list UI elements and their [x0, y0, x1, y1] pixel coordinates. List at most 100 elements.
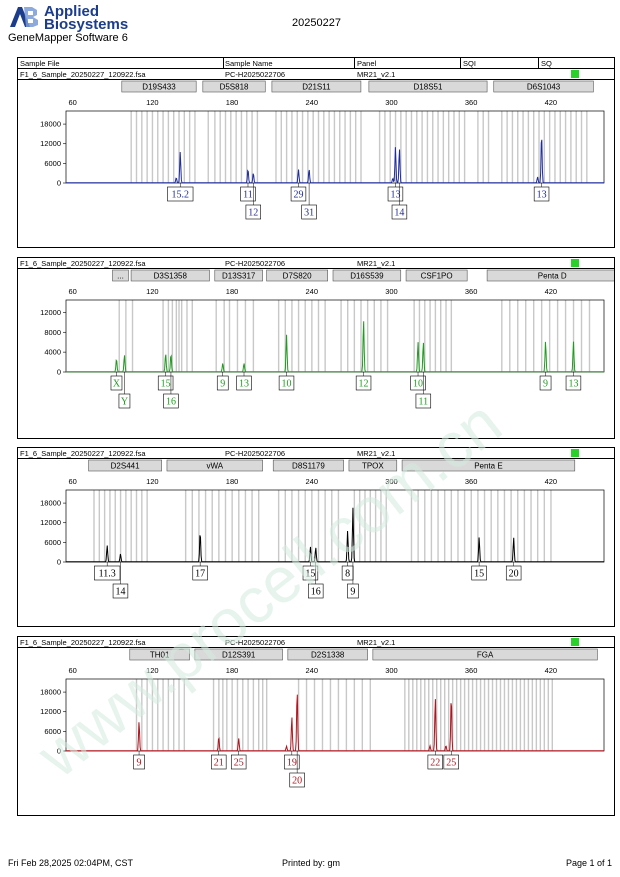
- x-tick-label: 360: [465, 666, 478, 675]
- allele-bin: [218, 490, 220, 562]
- allele-bin: [551, 679, 553, 751]
- allele-call-label: 22: [430, 758, 440, 769]
- allele-call: 13: [533, 186, 550, 202]
- x-tick-label: 180: [226, 98, 239, 107]
- allele-bin: [317, 300, 320, 372]
- marker-label: Penta E: [474, 462, 502, 471]
- panel-sample-name: PC-H2025022706: [225, 259, 286, 268]
- allele-bin: [538, 111, 540, 183]
- allele-call-box: [278, 375, 295, 391]
- y-tick-label: 12000: [40, 139, 61, 148]
- allele-bin: [470, 490, 472, 562]
- allele-bin: [405, 111, 407, 183]
- allele-bin: [311, 300, 313, 372]
- allele-bin: [570, 111, 572, 183]
- allele-bin: [421, 111, 423, 183]
- allele-bin: [114, 490, 116, 562]
- marker-box: D7S820: [266, 269, 328, 282]
- marker-box: vWA: [166, 459, 263, 472]
- marker-box: D13S317: [214, 269, 263, 282]
- marker-rect: [214, 269, 263, 282]
- allele-bin: [291, 300, 293, 372]
- allele-call-label: 13: [390, 190, 400, 201]
- y-tick-label: 6000: [44, 538, 61, 547]
- allele-bin: [360, 111, 362, 183]
- allele-bin: [539, 679, 542, 751]
- allele-bin: [119, 490, 122, 562]
- allele-bin: [447, 679, 450, 751]
- allele-bin: [373, 300, 375, 372]
- marker-rect: [332, 269, 402, 282]
- panel-sample-name: PC-H2025022706: [225, 638, 286, 647]
- x-tick-label: 420: [545, 477, 558, 486]
- allele-call-box: [302, 565, 319, 581]
- col-sample-name: Sample Name: [225, 59, 273, 68]
- allele-bin: [490, 490, 492, 562]
- marker-rect: [112, 269, 129, 282]
- x-tick-label: 300: [385, 477, 398, 486]
- allele-call-label: 11: [243, 190, 253, 201]
- y-tick-label: 8000: [44, 328, 61, 337]
- allele-call-box: [133, 754, 145, 770]
- marker-rect: [130, 269, 210, 282]
- marker-box: D6S1043: [493, 80, 594, 93]
- allele-call-label: 14: [115, 587, 125, 598]
- allele-bin: [366, 300, 369, 372]
- allele-bin: [532, 300, 535, 372]
- allele-bin: [467, 679, 470, 751]
- allele-bin: [506, 111, 508, 183]
- x-tick-label: 180: [226, 477, 239, 486]
- trace-black: [66, 507, 604, 563]
- allele-bin: [378, 111, 381, 183]
- allele-call-label: 20: [509, 569, 519, 580]
- allele-call-label: 20: [292, 776, 302, 787]
- allele-bin: [361, 679, 364, 751]
- allele-bin: [246, 111, 248, 183]
- allele-bin: [242, 679, 244, 751]
- marker-label: ...: [117, 272, 124, 281]
- allele-bin: [175, 300, 178, 372]
- y-tick-label: 12000: [40, 707, 61, 716]
- panel-sample-file: F1_6_Sample_20250227_120922.fsa: [20, 449, 146, 458]
- x-tick-label: 60: [68, 477, 76, 486]
- electropherogram-panel-blue: F1_6_Sample_20250227_120922.fsa PC-H2025…: [17, 68, 615, 248]
- allele-call-box: [427, 754, 443, 770]
- red-dye-plot: TH01 D12S391 D2S1338 FGA 60 120 180 240 300 360 42…: [40, 648, 605, 788]
- marker-rect: [368, 80, 488, 93]
- marker-rect: [88, 459, 162, 472]
- allele-bin: [364, 490, 366, 562]
- marker-label: D5S818: [220, 83, 249, 92]
- allele-call-box: [289, 772, 305, 788]
- allele-bin: [400, 111, 402, 183]
- marker-box: Penta D: [486, 269, 614, 282]
- allele-bin: [515, 679, 518, 751]
- allele-call-label: Y: [121, 397, 128, 408]
- marker-label: TPOX: [362, 462, 384, 471]
- allele-bin: [280, 111, 282, 183]
- allele-bin: [135, 490, 138, 562]
- allele-call: 10: [278, 375, 295, 391]
- allele-call-label: 21: [214, 758, 224, 769]
- allele-call: 13: [236, 375, 252, 391]
- marker-label: D7S820: [283, 272, 312, 281]
- allele-bin: [459, 679, 462, 751]
- allele-bin: [339, 111, 341, 183]
- allele-bin: [304, 490, 306, 562]
- allele-bin: [251, 490, 253, 562]
- allele-call-label: 29: [293, 190, 303, 201]
- allele-bin: [547, 679, 550, 751]
- x-tick-label: 360: [465, 477, 478, 486]
- allele-call: 9: [347, 583, 359, 599]
- allele-bin: [517, 111, 519, 183]
- marker-box: TPOX: [348, 459, 398, 472]
- allele-bin: [499, 679, 502, 751]
- allele-bin: [331, 490, 333, 562]
- x-tick-label: 120: [146, 98, 159, 107]
- allele-bin: [412, 679, 414, 751]
- marker-rect: [372, 648, 598, 661]
- allele-bin: [223, 300, 225, 372]
- electropherogram-panel-black: F1_6_Sample_20250227_120922.fsa PC-H2025…: [17, 447, 615, 627]
- allele-bin: [93, 490, 95, 562]
- allele-bin: [564, 111, 567, 183]
- allele-call: 12: [355, 375, 372, 391]
